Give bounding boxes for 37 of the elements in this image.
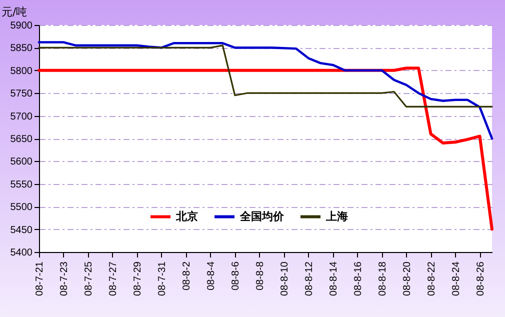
y-tick-label: 5600 bbox=[10, 156, 33, 168]
y-tick-label: 5550 bbox=[10, 179, 33, 190]
line-series bbox=[38, 66, 494, 231]
y-tick-label: 5850 bbox=[10, 43, 33, 54]
x-tick-label: 08-8-6 bbox=[230, 261, 242, 290]
x-tick-label: 08-8-16 bbox=[352, 261, 364, 296]
x-tick-label: 08-8-26 bbox=[475, 261, 486, 296]
x-tick-label: 08-7-31 bbox=[156, 261, 168, 296]
y-tick-label: 5700 bbox=[10, 111, 33, 122]
line-series bbox=[38, 41, 494, 140]
legend-label: 北京 bbox=[175, 210, 198, 223]
y-tick-label: 5650 bbox=[10, 134, 33, 145]
x-tick-label: 08-7-23 bbox=[58, 261, 70, 296]
line-series bbox=[38, 44, 493, 108]
y-tick-label: 5800 bbox=[10, 66, 33, 77]
x-tick-label: 08-7-25 bbox=[83, 261, 94, 296]
x-tick-label: 08-7-27 bbox=[108, 261, 119, 296]
legend-label: 上海 bbox=[325, 210, 348, 223]
x-tick-label: 08-8-10 bbox=[279, 261, 290, 296]
y-tick-label: 5750 bbox=[10, 88, 33, 100]
y-tick-label: 5500 bbox=[10, 202, 33, 214]
x-tick-label: 08-8-4 bbox=[206, 261, 217, 290]
legend-label: 全国均价 bbox=[239, 210, 285, 223]
x-tick-label: 08-7-21 bbox=[34, 261, 46, 296]
x-tick-label: 08-8-20 bbox=[402, 261, 413, 296]
y-axis-title: 元/吨 bbox=[2, 6, 28, 18]
x-tick-label: 08-8-12 bbox=[304, 261, 315, 296]
x-tick-label: 08-7-29 bbox=[132, 261, 144, 296]
x-tick-label: 08-8-18 bbox=[377, 261, 388, 296]
y-tick-label: 5900 bbox=[10, 20, 33, 32]
x-tick-label: 08-8-24 bbox=[450, 261, 462, 296]
x-tick-label: 08-8-22 bbox=[426, 261, 438, 296]
x-tick-label: 08-8-14 bbox=[328, 261, 340, 296]
x-tick-label: 08-8-2 bbox=[181, 261, 192, 290]
y-tick-label: 5400 bbox=[10, 248, 33, 258]
x-tick-label: 08-8-8 bbox=[254, 261, 266, 290]
y-tick-label: 5450 bbox=[10, 224, 33, 236]
